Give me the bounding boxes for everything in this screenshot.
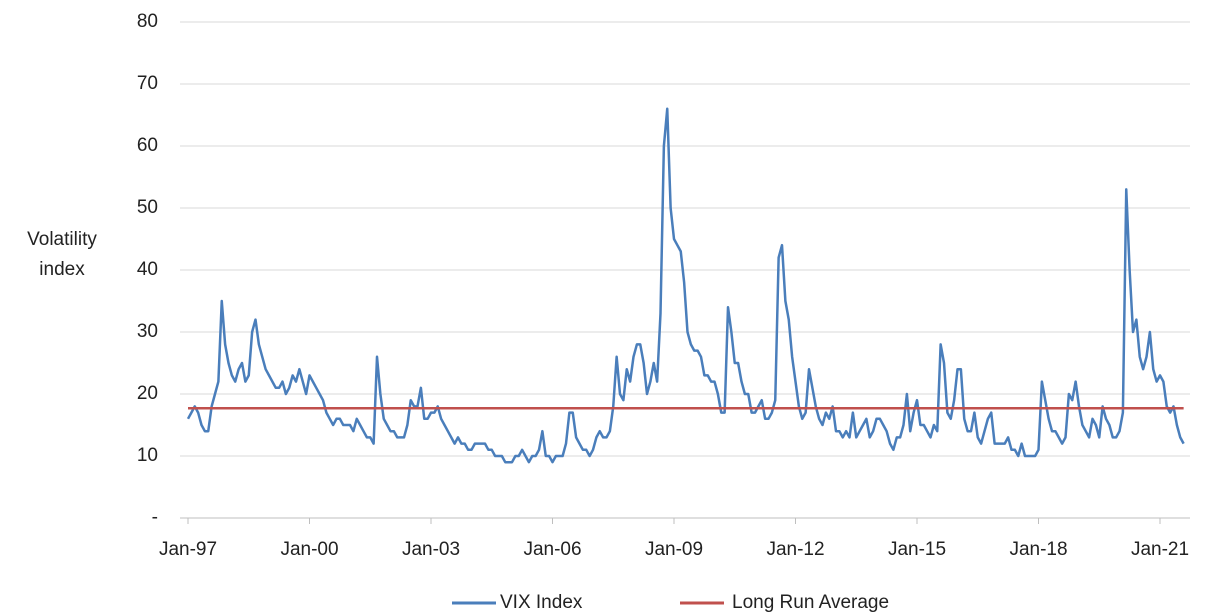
x-tick-label: Jan-03 [402,539,460,560]
y-axis-label: index [39,259,85,280]
x-tick-label: Jan-12 [766,539,824,560]
x-tick-label: Jan-97 [159,539,217,560]
x-tick-label: Jan-18 [1009,539,1067,560]
y-tick-label: 30 [137,321,158,342]
x-tick-label: Jan-09 [645,539,703,560]
y-tick-label: 70 [137,73,158,94]
y-tick-label: 20 [137,383,158,404]
y-tick-label: 40 [137,259,158,280]
y-tick-label: 10 [137,445,158,466]
y-tick-label: - [152,507,158,528]
y-tick-label: 80 [137,11,158,32]
vix-line [186,107,1185,464]
x-tick-label: Jan-00 [280,539,338,560]
x-tick-label: Jan-15 [888,539,946,560]
x-tick-label: Jan-06 [523,539,581,560]
y-tick-label: 50 [137,197,158,218]
x-tick-label: Jan-21 [1131,539,1189,560]
legend-label: Long Run Average [732,592,889,613]
y-tick-label: 60 [137,135,158,156]
legend-label: VIX Index [500,592,583,613]
y-axis-label: Volatility [27,229,97,250]
